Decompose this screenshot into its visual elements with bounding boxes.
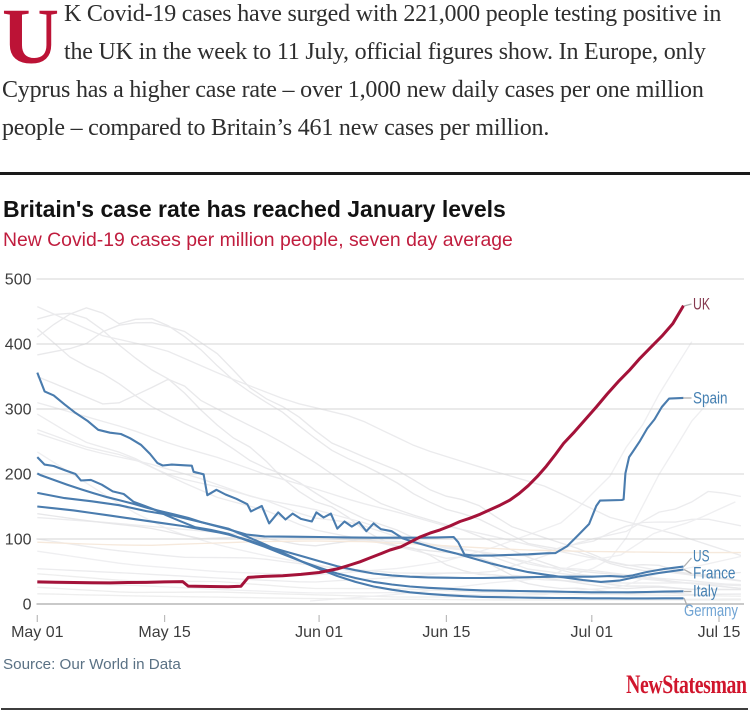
svg-text:UK: UK — [693, 296, 710, 314]
svg-text:300: 300 — [5, 402, 32, 419]
svg-text:May 01: May 01 — [11, 624, 64, 641]
svg-text:200: 200 — [5, 467, 32, 484]
svg-text:Jul 01: Jul 01 — [570, 624, 613, 641]
svg-text:France: France — [693, 565, 736, 583]
svg-text:US: US — [693, 548, 710, 566]
svg-text:May 15: May 15 — [138, 624, 191, 641]
svg-text:Jun 15: Jun 15 — [422, 624, 470, 641]
svg-text:0: 0 — [23, 597, 32, 614]
svg-text:400: 400 — [5, 337, 32, 354]
svg-text:Italy: Italy — [693, 583, 718, 601]
svg-text:Germany: Germany — [684, 602, 739, 620]
svg-text:Jul 15: Jul 15 — [698, 624, 741, 641]
svg-text:Spain: Spain — [693, 390, 728, 408]
svg-text:Jun 01: Jun 01 — [295, 624, 343, 641]
svg-text:500: 500 — [5, 272, 32, 289]
svg-text:100: 100 — [5, 532, 32, 549]
